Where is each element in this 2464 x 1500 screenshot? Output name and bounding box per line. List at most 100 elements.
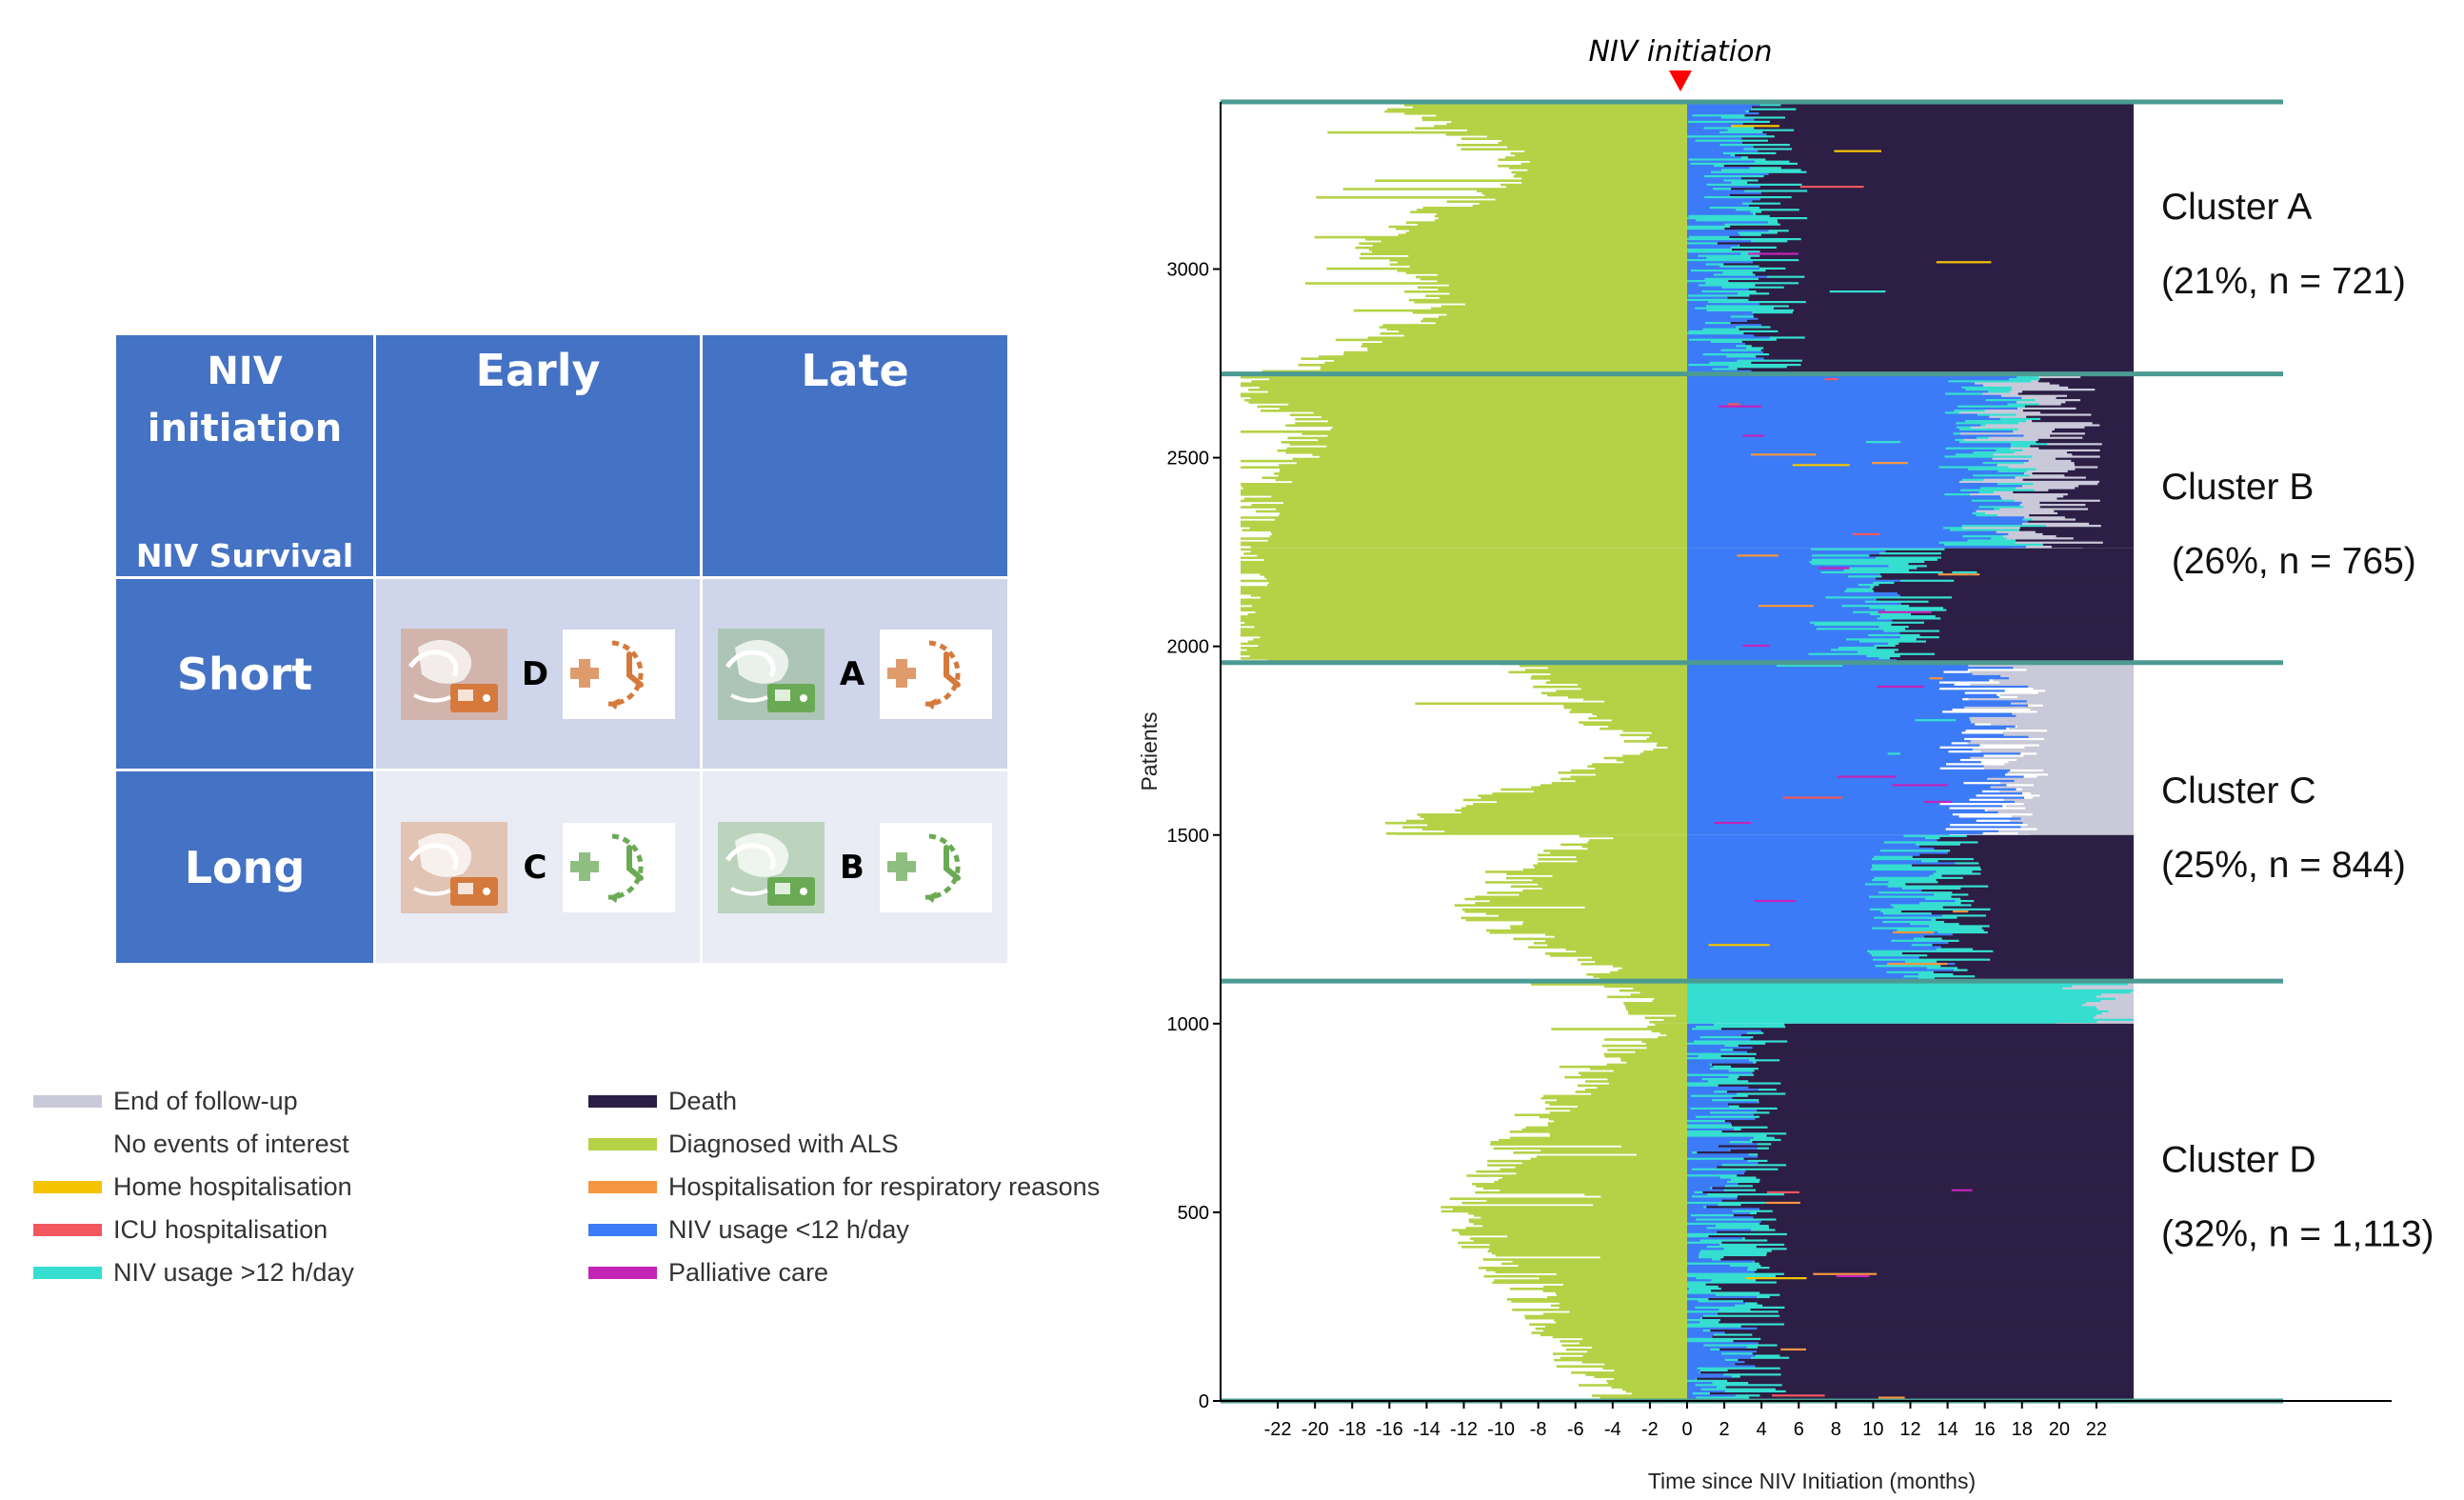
niv_high-segment (1687, 993, 2102, 996)
niv_high-segment (1877, 617, 1941, 620)
eof-segment (2017, 695, 2134, 699)
death-segment (1780, 202, 2134, 206)
x-tick-label: 14 (1937, 1419, 1957, 1440)
eof-segment (2047, 773, 2134, 776)
niv_high-segment (1689, 338, 1777, 342)
als-segment (1587, 765, 1687, 769)
niv_high-segment (1709, 207, 1760, 210)
eof-segment (2032, 455, 2100, 459)
als-segment (1506, 872, 1687, 875)
niv_high-segment (1719, 1243, 1785, 1247)
death-segment (1980, 872, 2134, 875)
als-segment (1296, 462, 1687, 465)
als-segment (1544, 1325, 1687, 1329)
niv_low-segment (1687, 623, 1815, 627)
niv_high-segment (1723, 1373, 1781, 1376)
als-segment (1520, 162, 1687, 166)
niv_low-segment (1687, 1141, 1730, 1144)
als-segment (1501, 1176, 1687, 1180)
niv_high-segment (1736, 209, 1799, 211)
als-segment (1492, 1281, 1687, 1285)
niv_high-segment (1724, 1358, 1739, 1362)
niv_low-segment (1687, 805, 2003, 808)
niv_low-segment (1687, 1145, 1719, 1149)
als-segment (1289, 443, 1687, 446)
niv_high-segment (1757, 1147, 1769, 1150)
niv_high-segment (1694, 1040, 1788, 1044)
als-segment (1241, 633, 1687, 637)
als-segment (1241, 569, 1687, 572)
niv_high-segment (1903, 975, 1976, 978)
niv_low-segment (1687, 916, 1875, 920)
als-segment (1403, 104, 1687, 107)
niv_high-segment (1725, 1390, 1786, 1393)
als-segment (1556, 690, 1687, 692)
death-segment (1927, 954, 2134, 957)
niv_high-segment (1753, 1061, 1757, 1065)
als-segment (1445, 133, 1687, 136)
niv_low-segment (1687, 1386, 1718, 1390)
niv_high-segment (1707, 1193, 1784, 1196)
death-segment (1765, 158, 2134, 161)
niv_high-segment (1736, 326, 1771, 329)
death-segment (2098, 480, 2134, 484)
niv_low-segment (1687, 1026, 1697, 1029)
als-segment (1399, 102, 1687, 105)
niv_low-segment (1687, 902, 1920, 905)
niv_high-segment (1703, 127, 1755, 130)
niv_low-segment (1687, 1151, 1693, 1154)
death-segment (2049, 382, 2134, 386)
als-segment (1522, 923, 1687, 926)
death-segment (1783, 1193, 2134, 1196)
ventilator-mask-icon (718, 628, 825, 720)
niv_low-segment (1687, 317, 1759, 321)
als-segment (1663, 1018, 1687, 1022)
als-segment (1645, 1042, 1687, 1046)
ventilator-mask-icon (718, 821, 825, 913)
death-segment (2048, 489, 2134, 492)
death-segment (1780, 104, 2134, 107)
als-segment (1537, 853, 1687, 857)
eof-segment (2097, 1008, 2134, 1011)
niv_low-segment (1687, 1269, 1748, 1271)
niv_high-segment (1714, 273, 1756, 276)
niv_low-segment (1687, 610, 1854, 614)
als-segment (1490, 1143, 1687, 1146)
sequence-band (1241, 834, 2134, 983)
niv_low-segment (1687, 275, 1768, 279)
niv_low-segment (1687, 1390, 1726, 1393)
niv_low-segment (1687, 282, 1706, 285)
niv_high-segment (1702, 328, 1739, 331)
als-segment (1268, 378, 1687, 381)
niv_low-segment (1687, 1400, 1697, 1404)
death-segment (1872, 588, 2134, 591)
als-segment (1592, 763, 1687, 766)
niv_high-segment (1954, 410, 1985, 412)
als-segment (1487, 1159, 1687, 1163)
als-segment (1267, 584, 1687, 587)
death-segment (1719, 1348, 2134, 1351)
death-segment (1730, 1149, 2134, 1152)
als-segment (1509, 1130, 1687, 1133)
niv_high-segment (1698, 1054, 1721, 1058)
niv_high-segment (1688, 235, 1730, 239)
als-segment (1262, 370, 1687, 373)
niv_low-segment (1687, 575, 1849, 578)
als-segment (1510, 885, 1687, 889)
als-segment (1604, 1038, 1687, 1041)
death-segment (1960, 887, 2134, 890)
als-segment (1533, 685, 1687, 689)
als-segment (1320, 368, 1687, 370)
als-segment (1613, 836, 1687, 840)
als-segment (1538, 857, 1687, 861)
niv_high-segment (1687, 1008, 2098, 1011)
icu-event (1782, 796, 1843, 800)
death-segment (1940, 946, 2134, 949)
niv_high-segment (1735, 1394, 1760, 1397)
white-segment (2016, 788, 2022, 791)
death-segment (2037, 438, 2134, 442)
niv_high-segment (1692, 1392, 1710, 1395)
niv_high-segment (1872, 857, 1974, 861)
death-segment (1939, 630, 2134, 633)
als-segment (1552, 1335, 1687, 1339)
